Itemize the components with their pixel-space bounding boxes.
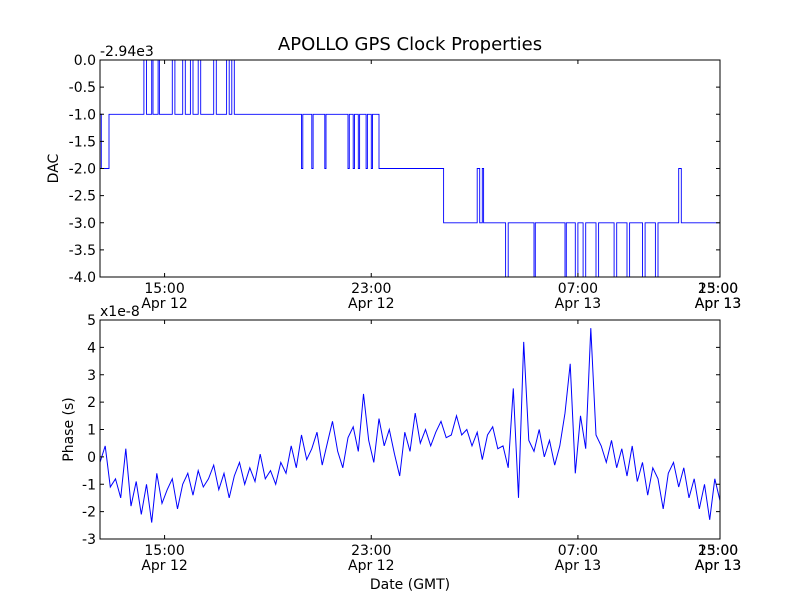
dac-chart-xtick-date-label: Apr 12 [141, 296, 187, 312]
phase-chart-xtick-date-label: Apr 13 [695, 558, 741, 574]
phase-chart-xtick-date-label: Apr 13 [695, 558, 741, 574]
phase-chart-offset-text: x1e-8 [100, 304, 140, 320]
phase-chart-series-0-line [100, 328, 720, 523]
phase-chart-ytick-label: 5 [87, 313, 96, 329]
dac-chart-ytick-label: -1.0 [69, 107, 96, 123]
dac-chart-ytick-label: -2.5 [69, 189, 96, 205]
dac-chart-series-0-line [100, 60, 720, 277]
phase-chart-xtick-time-label: 07:00 [558, 543, 598, 559]
phase-chart-ylabel: Phase (s) [61, 397, 77, 461]
phase-chart-ytick-label: 1 [87, 423, 96, 439]
dac-chart-ytick-label: -2.0 [69, 162, 96, 178]
phase-chart-ytick-label: 2 [87, 395, 96, 411]
phase-chart-ytick-label: -3 [82, 532, 96, 548]
dac-chart-xtick-time-label: 23:00 [698, 281, 738, 297]
dac-chart-xtick-time-label: 15:00 [698, 281, 738, 297]
dac-chart-xtick-date-label: Apr 13 [695, 296, 741, 312]
phase-chart-ytick-label: 0 [87, 450, 96, 466]
dac-chart-ytick-label: -3.0 [69, 216, 96, 232]
dac-chart-xtick-time-label: 23:00 [351, 281, 391, 297]
phase-chart-ytick-label: -2 [82, 505, 96, 521]
dac-panel: 0.0 -0.5 -1.0 -1.5 -2.0 -2.5 -3.0 -3.5 -4.0 15:00… [46, 44, 741, 312]
phase-chart-xtick-date-label: Apr 12 [348, 558, 394, 574]
phase-chart-xtick-time-label: 23:00 [698, 543, 738, 559]
phase-chart-xtick-time-label: 15:00 [698, 543, 738, 559]
dac-chart-ytick-label: -1.5 [69, 134, 96, 150]
dac-chart-xtick-date-label: Apr 13 [555, 296, 601, 312]
phase-chart-xtick-time-label: 23:00 [351, 543, 391, 559]
phase-chart-axes-frame [99, 319, 721, 540]
dac-chart-xtick-time-label: 07:00 [558, 281, 598, 297]
phase-chart-xtick-date-label: Apr 13 [555, 558, 601, 574]
phase-chart-xtick-date-label: Apr 12 [141, 558, 187, 574]
dac-chart-ytick-label: -4.0 [69, 270, 96, 286]
phase-chart-ytick-label: 3 [87, 368, 96, 384]
dac-chart-ytick-label: -0.5 [69, 80, 96, 96]
dac-chart-offset-text: -2.94e3 [100, 44, 154, 60]
phase-chart-ytick-label: 4 [87, 340, 96, 356]
phase-chart-xlabel: Date (GMT) [370, 577, 450, 593]
dac-chart-xtick-date-label: Apr 12 [348, 296, 394, 312]
phase-chart-xtick-time-label: 15:00 [144, 543, 184, 559]
chart-title: APOLLO GPS Clock Properties [278, 34, 542, 55]
dac-chart-ytick-label: 0.0 [74, 53, 96, 69]
dac-chart-ylabel: DAC [46, 153, 62, 183]
phase-chart-ytick-label: -1 [82, 477, 96, 493]
dac-chart-ytick-label: -3.5 [69, 243, 96, 259]
dac-chart-xtick-date-label: Apr 13 [695, 296, 741, 312]
dac-chart-xtick-time-label: 15:00 [144, 281, 184, 297]
